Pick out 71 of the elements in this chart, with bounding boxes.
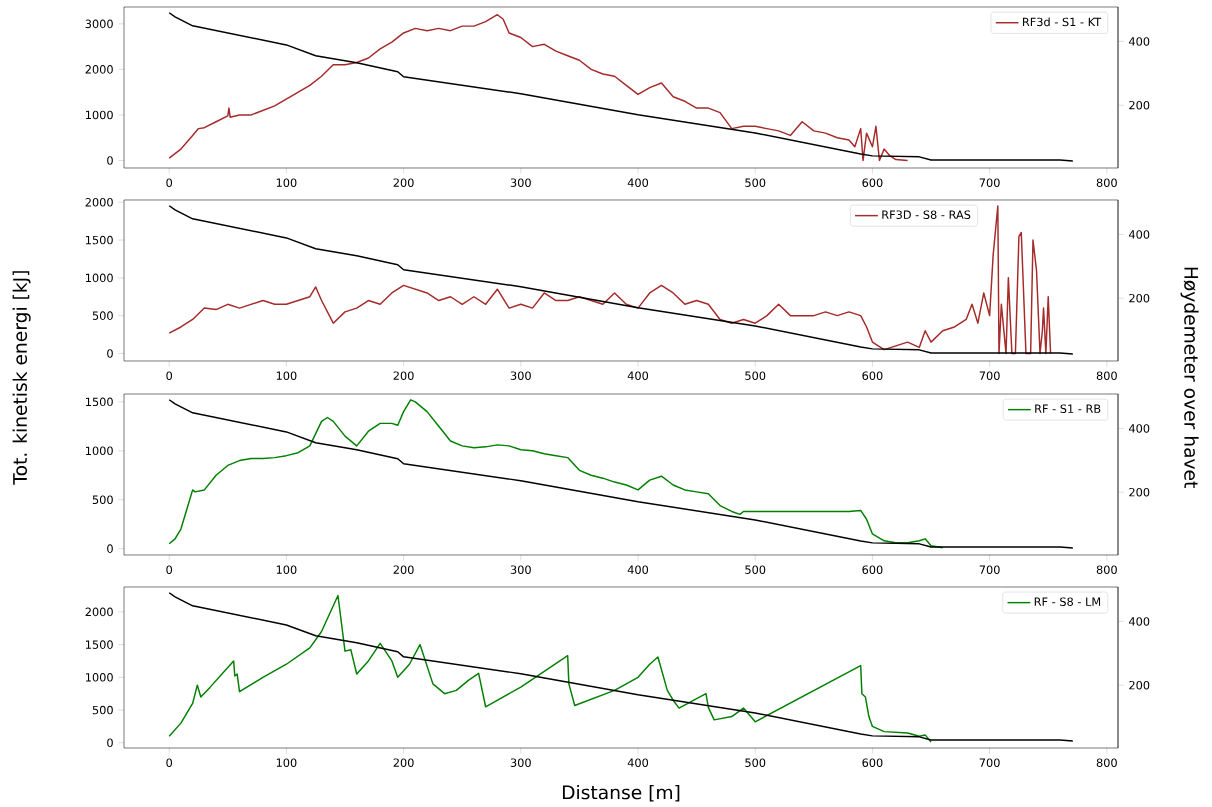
x-tick-label: 800 xyxy=(1096,758,1117,767)
x-axis-title: Distanse [m] xyxy=(562,784,680,802)
x-tick-label: 300 xyxy=(510,371,531,380)
legend-label: RF - S8 - LM xyxy=(1034,597,1101,607)
x-tick-label: 400 xyxy=(627,565,649,574)
y2-axis-title: Høydemeter over havet xyxy=(1180,267,1199,488)
x-tick-label: 800 xyxy=(1096,178,1117,187)
x-tick-label: 200 xyxy=(393,565,414,574)
x-tick-label: 300 xyxy=(510,565,531,574)
y2-tick-label: 400 xyxy=(1128,37,1150,46)
x-tick-label: 100 xyxy=(276,758,297,767)
x-tick-label: 0 xyxy=(166,758,173,767)
legend-label: RF3D - S8 - RAS xyxy=(882,210,971,220)
y-tick-label: 500 xyxy=(92,705,113,715)
x-tick-label: 400 xyxy=(627,371,649,380)
x-tick-label: 700 xyxy=(979,178,1000,187)
y2-tick-label: 200 xyxy=(1129,680,1150,690)
y-tick-label: 0 xyxy=(107,156,113,165)
y-tick-label: 0 xyxy=(107,738,113,748)
x-tick-label: 700 xyxy=(979,565,1000,574)
x-tick-label: 0 xyxy=(166,178,173,187)
x-tick-label: 500 xyxy=(745,178,766,187)
y-tick-label: 500 xyxy=(92,495,113,504)
y-tick-label: 0 xyxy=(107,544,113,553)
x-tick-label: 600 xyxy=(862,178,883,187)
y-tick-label: 1000 xyxy=(86,273,113,283)
x-tick-label: 300 xyxy=(510,178,531,187)
x-tick-label: 200 xyxy=(393,758,414,767)
y-tick-label: 2000 xyxy=(85,607,113,617)
y-tick-label: 1000 xyxy=(86,446,113,456)
y2-tick-label: 200 xyxy=(1129,100,1150,110)
y-tick-label: 500 xyxy=(92,311,113,320)
y2-tick-label: 400 xyxy=(1128,617,1150,626)
x-tick-label: 400 xyxy=(627,758,649,767)
x-tick-label: 600 xyxy=(862,565,883,574)
y-tick-label: 2000 xyxy=(85,65,113,74)
x-tick-label: 700 xyxy=(979,758,1000,767)
x-tick-label: 500 xyxy=(745,758,766,767)
x-tick-label: 0 xyxy=(166,371,173,380)
line-series xyxy=(168,592,1074,742)
x-tick-label: 800 xyxy=(1096,565,1117,574)
y-tick-label: 0 xyxy=(107,349,113,358)
y2-tick-label: 200 xyxy=(1129,487,1150,497)
line-series xyxy=(168,12,1074,162)
x-tick-label: 500 xyxy=(745,371,766,380)
x-tick-label: 700 xyxy=(979,371,1000,380)
x-tick-label: 100 xyxy=(276,178,297,187)
y-tick-label: 1500 xyxy=(86,235,113,245)
x-tick-label: 300 xyxy=(510,758,531,767)
x-tick-label: 800 xyxy=(1096,371,1117,380)
y-tick-label: 1500 xyxy=(86,640,113,649)
x-tick-label: 600 xyxy=(862,371,883,380)
legend-label: RF - S1 - RB xyxy=(1035,404,1101,414)
legend-label: RF3d - S1 - KT xyxy=(1022,17,1102,27)
y2-tick-label: 200 xyxy=(1129,293,1150,303)
y-tick-label: 1500 xyxy=(86,397,113,407)
x-tick-label: 200 xyxy=(393,371,414,380)
y2-tick-label: 400 xyxy=(1128,230,1150,239)
y-tick-label: 3000 xyxy=(85,19,113,29)
y2-tick-label: 400 xyxy=(1128,424,1150,433)
y-tick-label: 1000 xyxy=(86,110,113,120)
x-tick-label: 600 xyxy=(862,758,883,767)
y-tick-label: 1000 xyxy=(86,673,113,682)
x-tick-label: 400 xyxy=(627,178,649,187)
y-tick-label: 2000 xyxy=(85,197,113,207)
y-axis-title: Tot. kinetisk energi [kJ] xyxy=(12,271,31,485)
x-tick-label: 500 xyxy=(745,565,766,574)
x-tick-label: 0 xyxy=(166,565,173,574)
x-tick-label: 200 xyxy=(393,178,414,187)
x-tick-label: 100 xyxy=(276,565,297,574)
x-tick-label: 100 xyxy=(276,371,297,380)
